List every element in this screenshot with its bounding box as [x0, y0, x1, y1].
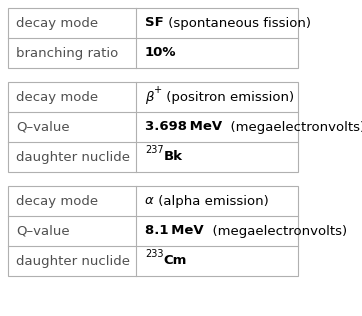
Text: Cm: Cm [164, 254, 187, 268]
Text: (positron emission): (positron emission) [161, 90, 294, 104]
Text: +: + [153, 85, 161, 95]
Text: 8.1 MeV: 8.1 MeV [145, 224, 203, 238]
Text: branching ratio: branching ratio [16, 46, 118, 59]
Text: (spontaneous fission): (spontaneous fission) [164, 16, 311, 29]
Text: 10%: 10% [145, 46, 177, 59]
Text: daughter nuclide: daughter nuclide [16, 150, 130, 163]
Text: decay mode: decay mode [16, 90, 98, 104]
Bar [8, 8, 298, 68]
Text: Q–value: Q–value [16, 224, 70, 238]
Bar [8, 82, 298, 172]
Text: (alpha emission): (alpha emission) [154, 195, 269, 208]
Text: Q–value: Q–value [16, 120, 70, 133]
Text: 233: 233 [145, 249, 164, 259]
Bar [8, 186, 298, 276]
Text: 3.698 MeV: 3.698 MeV [145, 120, 222, 133]
Text: Bk: Bk [164, 150, 182, 163]
Text: decay mode: decay mode [16, 195, 98, 208]
Text: β: β [145, 90, 153, 104]
Text: 237: 237 [145, 145, 164, 155]
Text: (megaelectronvolts): (megaelectronvolts) [203, 224, 347, 238]
Text: (megaelectronvolts): (megaelectronvolts) [222, 120, 362, 133]
Text: decay mode: decay mode [16, 16, 98, 29]
Text: SF: SF [145, 16, 164, 29]
Text: daughter nuclide: daughter nuclide [16, 254, 130, 268]
Text: α: α [145, 195, 154, 208]
